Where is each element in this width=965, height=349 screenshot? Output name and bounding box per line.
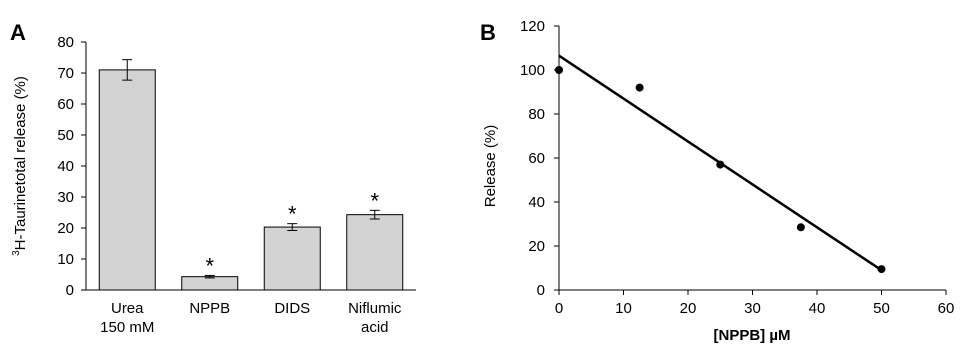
panel-b-label: B (480, 20, 496, 45)
panel-a-y-tick-label: 70 (57, 65, 74, 82)
panel-b-x-tick-label: 10 (615, 300, 632, 317)
panel-b-y-tick-label: 120 (520, 18, 545, 35)
panel-b: B Release (%) 0 20 40 60 80 100 120 0 10 20 30 40 5… (480, 18, 954, 344)
panel-b-x-tick-label: 20 (680, 300, 697, 317)
panel-b-y-tick-label: 60 (528, 150, 545, 167)
panel-a: A 3H-Taurinetotal release (%) 0 10 20 30 40 5… (10, 20, 416, 336)
panel-b-y-tick-label: 40 (528, 194, 545, 211)
panel-a-significance-star: * (205, 253, 214, 278)
panel-b-x-tick-label: 60 (938, 300, 955, 317)
panel-a-x-tick-label: NPPB (189, 300, 230, 317)
panel-a-x-tick-label-line: acid (361, 319, 389, 336)
panel-b-x-tick-label: 30 (744, 300, 761, 317)
panel-a-y-tick-label: 20 (57, 220, 74, 237)
panel-b-data-point (796, 223, 805, 232)
panel-a-y-axis-title: 3H-Taurinetotal release (%) (11, 76, 29, 256)
panel-a-label: A (10, 20, 26, 45)
panel-a-y-tick-label: 60 (57, 96, 74, 113)
panel-a-y-tick-label: 40 (57, 158, 74, 175)
panel-a-y-axis-text: H-Taurinetotal release (%) (12, 76, 29, 250)
panel-a-y-tick-label: 10 (57, 251, 74, 268)
panel-b-x-tick-label: 40 (809, 300, 826, 317)
panel-a-x-tick-label: Urea 150 mM (100, 300, 154, 336)
panel-b-y-tick-label: 80 (528, 106, 545, 123)
panel-a-y-axis-superscript: 3 (11, 250, 22, 256)
panel-a-bar (98, 69, 156, 291)
panel-a-x-tick-label-line: Niflumic (348, 300, 402, 317)
panel-b-data-point (555, 66, 563, 74)
panel-a-x-tick-label: Niflumic acid (348, 300, 402, 336)
panel-a-y-tick-label: 50 (57, 127, 74, 144)
panel-b-x-tick-label: 50 (873, 300, 890, 317)
panel-b-y-tick-label: 20 (528, 238, 545, 255)
panel-a-bar (181, 276, 239, 291)
panel-a-x-tick-label-line: DIDS (274, 300, 310, 317)
panel-b-y-tick-label: 0 (537, 282, 545, 299)
panel-b-data-point (877, 265, 886, 274)
panel-a-x-tick-label-line: 150 mM (100, 319, 154, 336)
panel-a-significance-star: * (370, 188, 379, 213)
panel-a-bar (346, 214, 404, 291)
panel-b-y-axis-title: Release (%) (482, 125, 499, 208)
panel-a-x-tick-label-line: NPPB (189, 300, 230, 317)
panel-b-data-point (635, 83, 644, 92)
panel-a-y-tick-label: 30 (57, 189, 74, 206)
panel-b-data-point (716, 160, 725, 169)
panel-a-y-tick-label: 80 (57, 34, 74, 51)
panel-b-x-axis-title: [NPPB] µM (714, 327, 791, 344)
panel-b-y-tick-label: 100 (520, 62, 545, 79)
panel-a-x-tick-label: DIDS (274, 300, 310, 317)
panel-a-bar (263, 226, 321, 291)
panel-a-significance-star: * (288, 202, 297, 227)
panel-a-x-tick-label-line: Urea (111, 300, 144, 317)
panel-b-x-tick-label: 0 (555, 300, 563, 317)
panel-a-y-tick-label: 0 (66, 282, 74, 299)
